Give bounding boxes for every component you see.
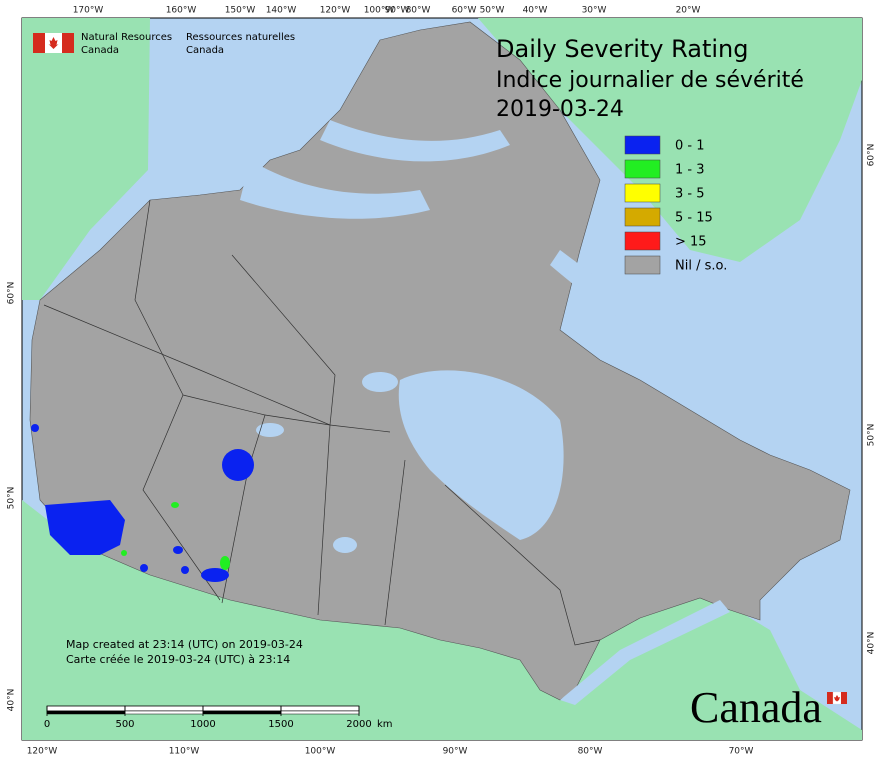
legend-label: > 15	[675, 235, 707, 250]
org-en: Natural Resources	[81, 32, 172, 43]
usa	[22, 500, 862, 740]
scale-segment	[46, 705, 126, 712]
wordmark-flag	[827, 691, 847, 705]
longitude-label: 120°W	[27, 747, 58, 757]
st-lawrence	[560, 600, 730, 705]
scale-segment	[46, 710, 126, 715]
org-fr: Ressources naturelles	[186, 32, 295, 43]
rating-area	[220, 556, 230, 570]
latitude-label: 40°N	[867, 632, 877, 655]
scale-label: 0	[44, 719, 50, 730]
border	[231, 254, 336, 616]
rating-area	[171, 502, 179, 508]
longitude-label: 20°W	[676, 6, 701, 16]
org-en: Canada	[81, 45, 119, 56]
lake	[256, 423, 284, 437]
longitude-label: 90°W	[443, 747, 468, 757]
scale-label: 1000	[190, 719, 215, 730]
title: Daily Severity Rating	[496, 35, 748, 63]
latitude-label: 60°N	[867, 144, 877, 167]
longitude-label: 120°W	[320, 6, 351, 16]
davis-strait	[550, 250, 660, 340]
longitude-label: 110°W	[169, 747, 200, 757]
border	[384, 459, 406, 626]
labels: Natural Resources Canada Ressources natu…	[7, 6, 877, 757]
rating-area	[121, 550, 127, 556]
greenland	[478, 18, 862, 262]
latitude-label: 50°N	[867, 424, 877, 447]
note: Map created at 23:14 (UTC) on 2019-03-24	[66, 638, 303, 651]
rating-area	[222, 449, 254, 481]
scale-bar: 0 500 1000 1500 2000 km	[44, 705, 393, 730]
title: Indice journalier de sévérité	[496, 68, 804, 93]
longitude-label: 80°W	[578, 747, 603, 757]
lake	[362, 372, 398, 392]
latitude-label: 60°N	[7, 282, 17, 305]
scale-segment	[202, 710, 282, 715]
legend-label: 0 - 1	[675, 139, 705, 154]
scale-segment	[124, 705, 204, 712]
note: Carte créée le 2019-03-24 (UTC) à 23:14	[66, 653, 290, 666]
rating-area	[140, 564, 148, 572]
scale-label: 500	[115, 719, 134, 730]
longitude-label: 150°W	[225, 6, 256, 16]
legend-swatch	[624, 255, 661, 275]
longitude-label: 100°W	[305, 747, 336, 757]
legend-swatch	[624, 231, 661, 251]
scale-segment	[124, 710, 204, 715]
legend-label: Nil / s.o.	[675, 259, 727, 274]
rating-area	[45, 500, 125, 555]
longitude-label: 40°W	[523, 6, 548, 16]
legend: 0 - 1 1 - 3 3 - 5 5 - 15 > 15 Nil / s.o.	[624, 135, 727, 275]
longitude-label: 160°W	[166, 6, 197, 16]
longitude-label: 170°W	[73, 6, 104, 16]
rating-area	[173, 546, 183, 554]
hudson-bay	[398, 370, 564, 540]
arctic-channel	[240, 160, 430, 219]
nrcan-flag	[33, 33, 74, 53]
border	[444, 484, 601, 646]
scale-label: 1500	[268, 719, 293, 730]
title: 2019-03-24	[496, 97, 624, 122]
wordmark: Canada	[690, 683, 822, 732]
scale-segment	[280, 705, 360, 712]
canada	[29, 21, 851, 701]
scale-segment	[280, 710, 360, 715]
scale-label: 2000	[346, 719, 371, 730]
rating-areas	[31, 424, 254, 582]
longitude-label: 60°W	[452, 6, 477, 16]
legend-label: 1 - 3	[675, 163, 705, 178]
latitude-label: 40°N	[7, 689, 17, 712]
legend-label: 3 - 5	[675, 187, 705, 202]
longitude-label: 50°W	[480, 6, 505, 16]
lake	[333, 537, 357, 553]
longitude-label: 90°W	[385, 6, 410, 16]
scale-segment	[202, 705, 282, 712]
legend-swatch	[624, 159, 661, 179]
alaska	[22, 18, 150, 300]
rating-area	[31, 424, 39, 432]
arctic-channel	[320, 120, 510, 162]
legend-swatch	[624, 135, 661, 155]
border	[182, 394, 266, 604]
longitude-label: 100°W	[364, 6, 395, 16]
longitude-label: 70°W	[729, 747, 754, 757]
longitude-label: 30°W	[582, 6, 607, 16]
border	[264, 414, 331, 426]
rating-area	[181, 566, 189, 574]
org-fr: Canada	[186, 45, 224, 56]
legend-label: 5 - 15	[675, 211, 713, 226]
latitude-label: 50°N	[7, 487, 17, 510]
border	[43, 304, 391, 433]
scale-unit: km	[377, 719, 393, 730]
legend-swatch	[624, 183, 661, 203]
legend-swatch	[624, 207, 661, 227]
longitude-label: 140°W	[266, 6, 297, 16]
rating-area	[201, 568, 229, 582]
longitude-label: 80°W	[406, 6, 431, 16]
borders	[43, 199, 601, 646]
